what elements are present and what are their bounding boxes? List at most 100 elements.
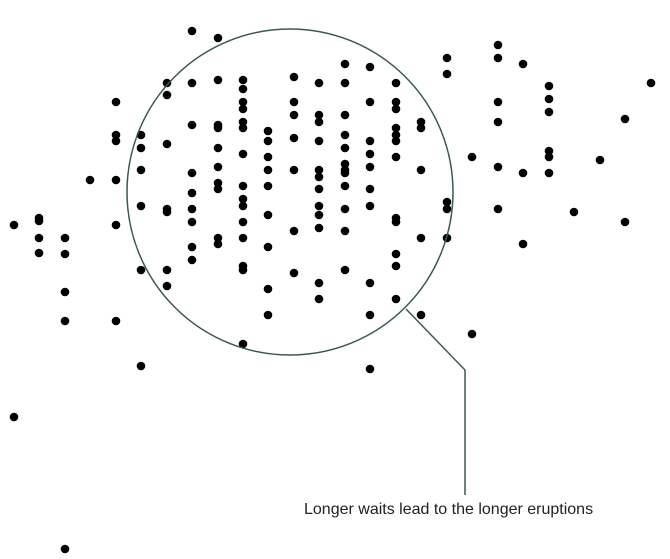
data-point <box>391 130 401 140</box>
data-point <box>518 59 528 69</box>
data-point <box>493 97 503 107</box>
data-point <box>314 201 324 211</box>
data-point <box>213 178 223 188</box>
data-point <box>238 84 248 94</box>
data-point <box>289 165 299 175</box>
data-point <box>620 217 630 227</box>
data-point <box>391 97 401 107</box>
data-point <box>544 146 554 156</box>
data-point <box>340 143 350 153</box>
data-point <box>493 204 503 214</box>
data-point <box>187 168 197 178</box>
data-point <box>238 181 248 191</box>
data-point <box>187 204 197 214</box>
data-point <box>314 223 324 233</box>
data-point <box>136 143 146 153</box>
data-point <box>391 249 401 259</box>
data-point <box>365 278 375 288</box>
data-point <box>187 217 197 227</box>
data-point <box>442 197 452 207</box>
data-point <box>162 207 172 217</box>
data-point <box>544 107 554 117</box>
data-point <box>365 364 375 374</box>
data-point <box>569 207 579 217</box>
data-point <box>365 136 375 146</box>
data-point <box>263 210 273 220</box>
data-point <box>416 123 426 133</box>
data-point <box>9 220 19 230</box>
data-point <box>60 544 70 554</box>
data-point <box>238 265 248 275</box>
data-point <box>162 90 172 100</box>
data-point <box>518 168 528 178</box>
data-point <box>365 149 375 159</box>
data-point <box>391 104 401 114</box>
data-point <box>162 139 172 149</box>
data-point <box>60 249 70 259</box>
data-point <box>60 316 70 326</box>
data-point <box>467 152 477 162</box>
data-point <box>9 412 19 422</box>
data-point <box>365 97 375 107</box>
data-point <box>213 233 223 243</box>
data-point <box>263 165 273 175</box>
data-point <box>340 159 350 169</box>
data-point <box>442 69 452 79</box>
data-point <box>340 265 350 275</box>
data-point <box>238 97 248 107</box>
data-point <box>544 168 554 178</box>
data-point <box>493 53 503 63</box>
data-point <box>213 184 223 194</box>
data-point <box>391 261 401 271</box>
data-point <box>493 40 503 50</box>
data-point <box>238 75 248 85</box>
data-point <box>416 117 426 127</box>
data-point <box>187 255 197 265</box>
data-point <box>213 75 223 85</box>
data-point <box>544 81 554 91</box>
annotation-leader-line <box>405 308 466 495</box>
data-point <box>34 233 44 243</box>
data-point <box>391 78 401 88</box>
annotation-text: Longer waits lead to the longer eruption… <box>304 501 593 518</box>
data-point <box>314 136 324 146</box>
data-point <box>213 33 223 43</box>
data-point <box>238 149 248 159</box>
data-point <box>111 175 121 185</box>
data-point <box>238 233 248 243</box>
data-point <box>595 155 605 165</box>
data-point <box>289 133 299 143</box>
data-point <box>391 152 401 162</box>
data-points <box>9 26 656 554</box>
data-point <box>111 316 121 326</box>
data-point <box>238 117 248 127</box>
data-point <box>391 217 401 227</box>
data-point <box>289 226 299 236</box>
data-point <box>493 162 503 172</box>
data-point <box>544 152 554 162</box>
data-point <box>314 172 324 182</box>
data-point <box>136 265 146 275</box>
data-point <box>340 168 350 178</box>
data-point <box>136 361 146 371</box>
data-point <box>60 287 70 297</box>
data-point <box>289 110 299 120</box>
data-point <box>111 220 121 230</box>
data-point <box>442 53 452 63</box>
data-point <box>340 204 350 214</box>
data-point <box>391 123 401 133</box>
data-point <box>314 117 324 127</box>
data-point <box>187 188 197 198</box>
data-point <box>365 162 375 172</box>
data-point <box>213 123 223 133</box>
data-point <box>162 265 172 275</box>
data-point <box>365 184 375 194</box>
data-point <box>340 78 350 88</box>
data-point <box>314 110 324 120</box>
data-point <box>111 136 121 146</box>
data-point <box>314 278 324 288</box>
data-point <box>544 94 554 104</box>
data-point <box>340 59 350 69</box>
data-point <box>263 310 273 320</box>
data-point <box>493 117 503 127</box>
